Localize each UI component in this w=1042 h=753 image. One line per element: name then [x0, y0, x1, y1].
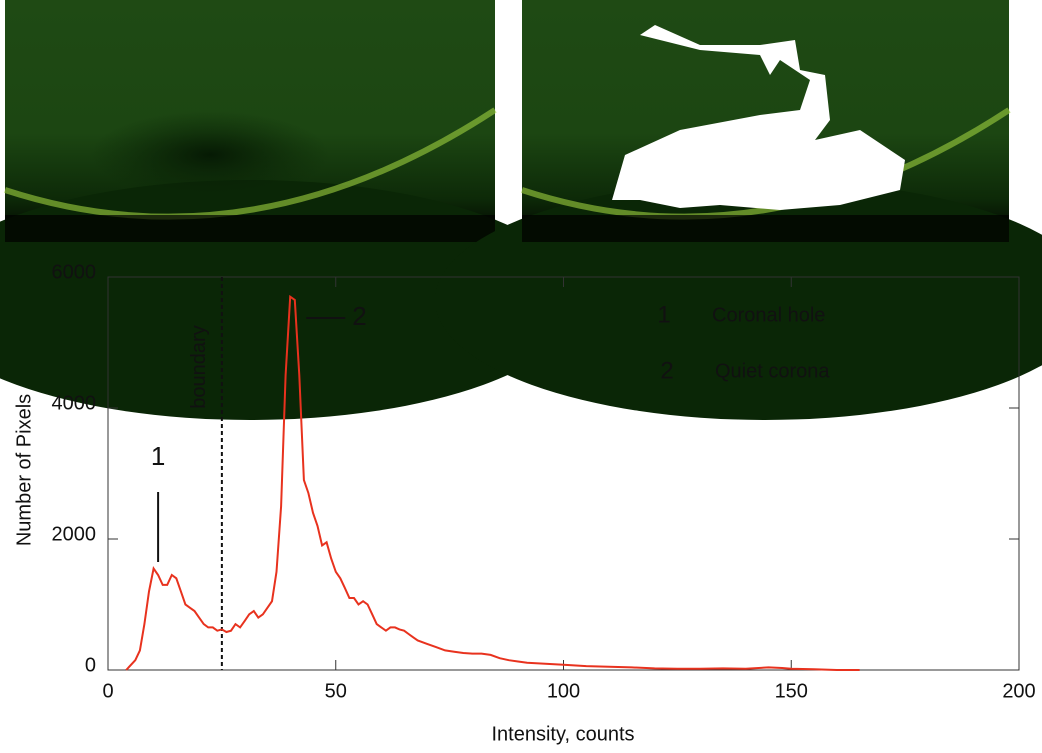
note-text: Quiet corona	[715, 360, 830, 382]
peak-label: 1	[151, 441, 165, 471]
y-tick-label: 6000	[52, 261, 97, 283]
note-number: 1	[657, 301, 670, 328]
y-tick-label: 2000	[52, 523, 97, 545]
x-tick-label: 200	[1002, 680, 1035, 702]
note-text: Coronal hole	[712, 304, 825, 326]
x-axis-label: Intensity, counts	[491, 723, 634, 745]
y-tick-label: 4000	[52, 392, 97, 414]
peak-label: 2	[352, 301, 366, 331]
note-number: 2	[660, 357, 673, 384]
x-tick-label: 50	[325, 680, 347, 702]
x-tick-label: 150	[775, 680, 808, 702]
x-tick-label: 100	[547, 680, 580, 702]
x-tick-label: 0	[102, 680, 113, 702]
right-image	[435, 0, 1042, 420]
y-axis-label: Number of Pixels	[13, 394, 35, 546]
y-tick-label: 0	[85, 654, 96, 676]
boundary-label: boundary	[188, 325, 210, 408]
histogram-line	[125, 294, 860, 671]
